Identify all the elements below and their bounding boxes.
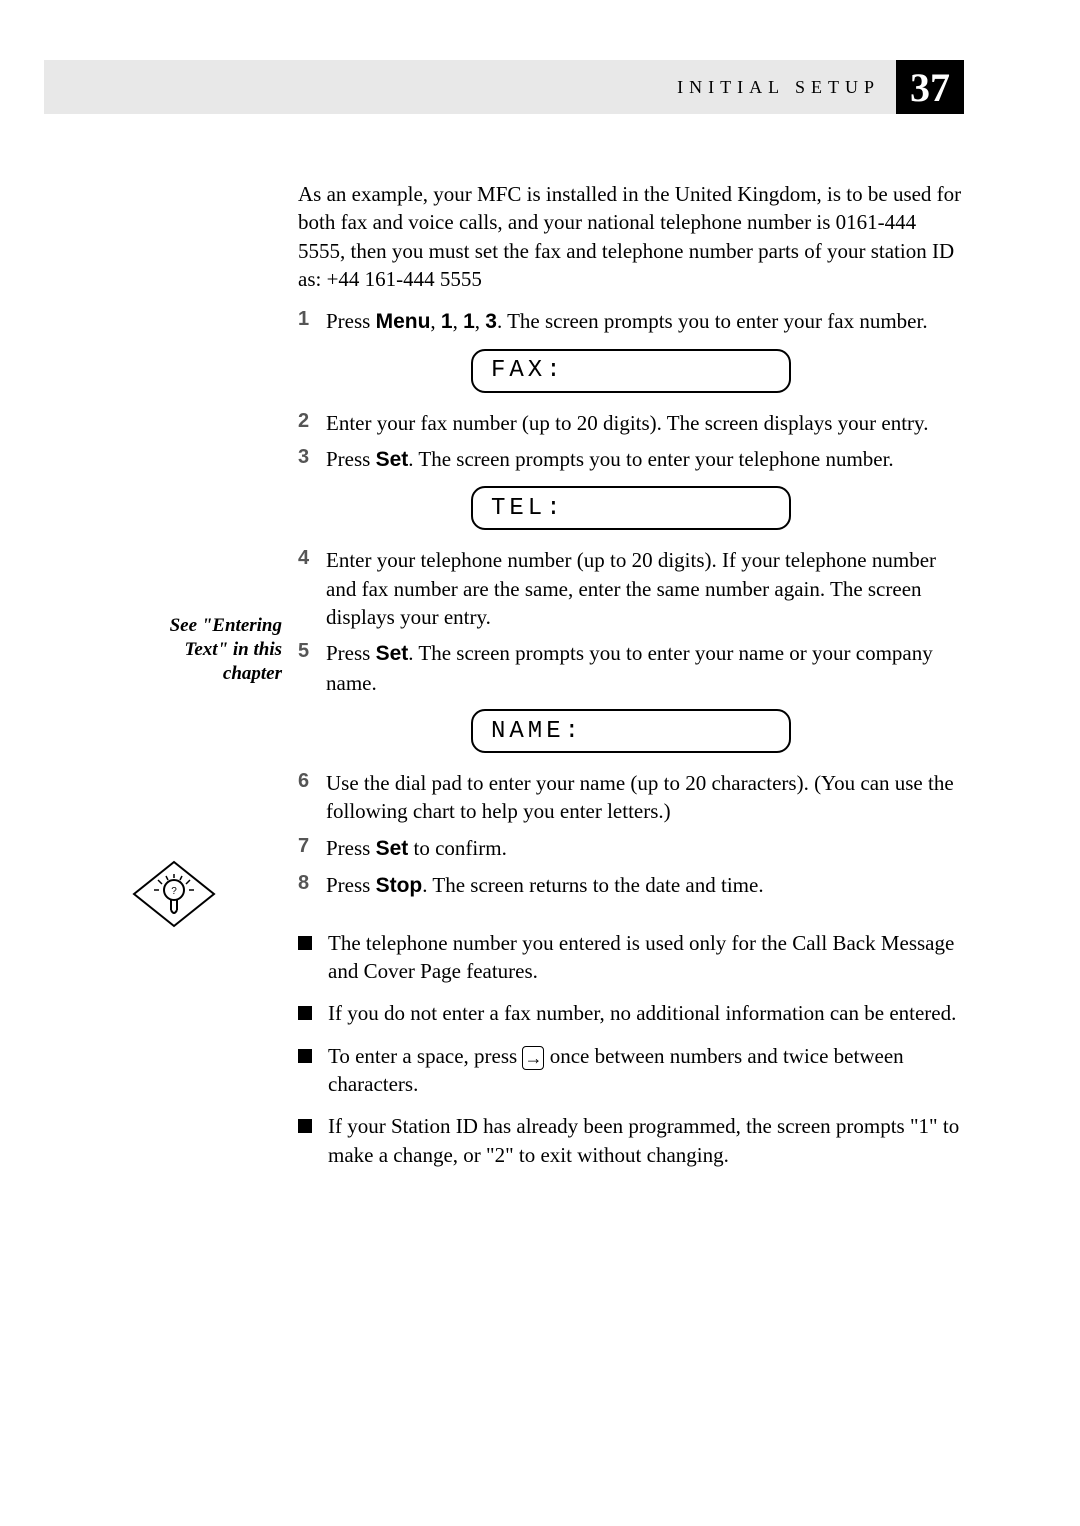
lightbulb-hint-icon: ?: [126, 854, 222, 934]
note-text: The telephone number you entered is used…: [328, 929, 964, 986]
note-text: If your Station ID has already been prog…: [328, 1112, 964, 1169]
intro-paragraph: As an example, your MFC is installed in …: [298, 180, 964, 293]
note-text: To enter a space, press → once between n…: [328, 1042, 964, 1099]
lcd-display-tel: TEL:: [471, 486, 791, 530]
step-text: Press Set. The screen prompts you to ent…: [326, 445, 964, 474]
step-number: 8: [298, 872, 326, 895]
step-3: 3 Press Set. The screen prompts you to e…: [298, 445, 964, 474]
margin-note: See "Entering Text" in this chapter: [165, 614, 282, 685]
step-text: Press Stop. The screen returns to the da…: [326, 871, 964, 900]
step-2: 2 Enter your fax number (up to 20 digits…: [298, 409, 964, 437]
main-content: As an example, your MFC is installed in …: [298, 180, 964, 1183]
step-4: 4 Enter your telephone number (up to 20 …: [298, 546, 964, 631]
page-number-box: 37: [896, 60, 964, 114]
step-number: 7: [298, 835, 326, 858]
step-text: Use the dial pad to enter your name (up …: [326, 769, 964, 826]
notes-section: The telephone number you entered is used…: [298, 929, 964, 1169]
step-text: Press Set. The screen prompts you to ent…: [326, 639, 964, 697]
step-number: 5: [298, 640, 326, 663]
lcd-display-name: NAME:: [471, 709, 791, 753]
lcd-display-fax: FAX:: [471, 349, 791, 393]
note-item: To enter a space, press → once between n…: [298, 1042, 964, 1099]
note-text: If you do not enter a fax number, no add…: [328, 999, 964, 1027]
section-title: INITIAL SETUP: [677, 77, 880, 98]
bullet-square-icon: [298, 1006, 312, 1020]
step-text: Press Menu, 1, 1, 3. The screen prompts …: [326, 307, 964, 336]
step-8: 8 Press Stop. The screen returns to the …: [298, 871, 964, 900]
page-header: INITIAL SETUP 37: [44, 60, 964, 114]
step-number: 6: [298, 770, 326, 793]
note-item: The telephone number you entered is used…: [298, 929, 964, 986]
step-number: 4: [298, 547, 326, 570]
step-number: 2: [298, 410, 326, 433]
step-text: Enter your telephone number (up to 20 di…: [326, 546, 964, 631]
step-number: 3: [298, 446, 326, 469]
step-1: 1 Press Menu, 1, 1, 3. The screen prompt…: [298, 307, 964, 336]
bullet-square-icon: [298, 1119, 312, 1133]
arrow-right-key-icon: →: [522, 1046, 544, 1070]
step-text: Enter your fax number (up to 20 digits).…: [326, 409, 964, 437]
step-number: 1: [298, 308, 326, 331]
step-7: 7 Press Set to confirm.: [298, 834, 964, 863]
note-item: If your Station ID has already been prog…: [298, 1112, 964, 1169]
step-5: 5 Press Set. The screen prompts you to e…: [298, 639, 964, 697]
bullet-square-icon: [298, 936, 312, 950]
step-text: Press Set to confirm.: [326, 834, 964, 863]
note-item: If you do not enter a fax number, no add…: [298, 999, 964, 1027]
bullet-square-icon: [298, 1049, 312, 1063]
step-6: 6 Use the dial pad to enter your name (u…: [298, 769, 964, 826]
svg-text:?: ?: [171, 886, 177, 897]
page-number: 37: [910, 64, 950, 111]
